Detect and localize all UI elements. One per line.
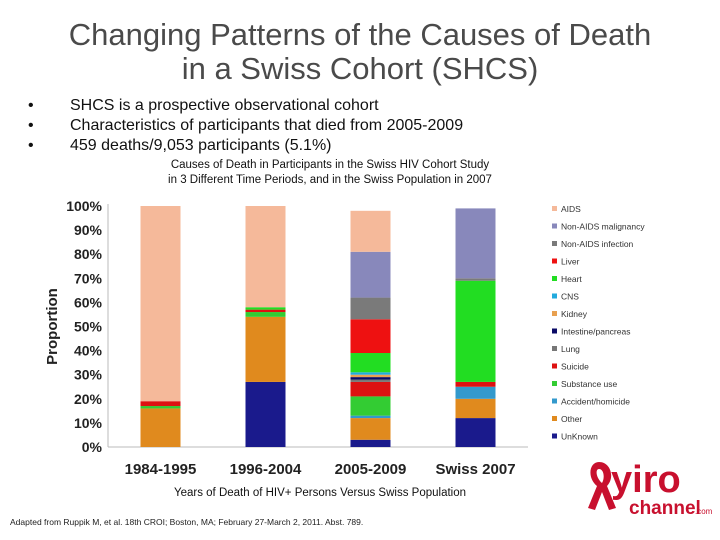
- legend-swatch: [552, 346, 557, 351]
- bar-segment-lung: [350, 379, 391, 382]
- y-tick-label: 100%: [66, 198, 102, 214]
- legend-entry: Substance use: [561, 379, 618, 389]
- bar-segment-cns: [350, 372, 391, 375]
- y-tick-label: 30%: [74, 367, 103, 383]
- logo-text-main: yiro: [611, 459, 681, 501]
- bar-segment-non-aids-malignancy: [350, 251, 391, 298]
- legend-entry: Suicide: [561, 362, 589, 372]
- legend-entry: CNS: [561, 292, 579, 302]
- y-tick-label: 70%: [74, 270, 103, 286]
- y-tick-label: 80%: [74, 246, 103, 262]
- logo-text-suffix: .com: [695, 507, 713, 516]
- legend-swatch: [552, 258, 557, 264]
- bar-segment-unknown: [350, 439, 391, 447]
- y-tick-label: 40%: [74, 343, 103, 359]
- bar-segment-other: [455, 398, 496, 419]
- bar-segment-unknown: [245, 381, 286, 447]
- legend-swatch: [552, 293, 557, 299]
- legend-entry: Other: [561, 414, 582, 424]
- bar-segment-kidney: [350, 374, 391, 378]
- legend-swatch: [552, 416, 557, 421]
- y-tick-label: 50%: [74, 319, 103, 335]
- legend-entry: Heart: [561, 274, 582, 284]
- legend-entry: Non-AIDS infection: [561, 239, 634, 249]
- legend-swatch: [552, 328, 557, 334]
- slide-title-line-2: in a Swiss Cohort (SHCS): [181, 51, 539, 86]
- legend-swatch: [552, 311, 557, 316]
- x-axis-title: Years of Death of HIV+ Persons Versus Sw…: [174, 487, 466, 499]
- bar-segment-other: [350, 418, 391, 440]
- bar-segment-suicide: [455, 381, 496, 387]
- y-axis-title: Proportion: [44, 288, 61, 365]
- bar-segment-heart: [455, 280, 496, 382]
- bar-segment-other: [245, 316, 286, 382]
- bar-segment-other: [140, 408, 181, 447]
- x-tick-label: 1984-1995: [125, 461, 197, 478]
- slide-title-line-1: Changing Patterns of the Causes of Death: [68, 17, 652, 52]
- bar-segment-unknown: [455, 418, 496, 447]
- y-tick-label: 10%: [74, 415, 103, 431]
- bar-segment-heart: [245, 307, 286, 310]
- y-tick-label: 90%: [74, 222, 103, 238]
- bar-segment-liver: [350, 319, 391, 354]
- legend-entry: Intestine/pancreas: [561, 327, 630, 337]
- legend-swatch: [552, 381, 557, 386]
- bar-segment-non-aids-malignancy: [455, 208, 496, 279]
- bar-segment-non-aids-infection: [350, 297, 391, 320]
- legend-swatch: [552, 398, 557, 404]
- legend-entry: Kidney: [561, 309, 588, 319]
- chart-title-line-1: Causes of Death in Participants in the S…: [170, 159, 490, 171]
- y-tick-label: 0%: [82, 439, 103, 455]
- bullet-item: SHCS is a prospective observational coho…: [28, 96, 463, 116]
- legend-swatch: [552, 241, 557, 246]
- legend-entry: Accident/homicide: [561, 397, 630, 407]
- legend-swatch: [552, 206, 557, 211]
- yiro-channel-logo: yiro channel .com: [588, 459, 713, 519]
- legend-swatch: [552, 223, 557, 229]
- chart-title-line-2: in 3 Different Time Periods, and in the …: [168, 174, 492, 186]
- bar-segment-accident-homicide: [455, 386, 496, 399]
- legend-entry: UnKnown: [561, 432, 598, 442]
- legend-entry: Lung: [561, 344, 580, 354]
- bar-segment-non-aids-infection: [455, 278, 496, 281]
- bullet-list: SHCS is a prospective observational coho…: [28, 96, 463, 156]
- bar-segment-suicide: [350, 381, 391, 397]
- bar-segment-substance-use: [140, 406, 181, 409]
- bar-segment-accident-homicide: [350, 415, 391, 419]
- bar-segment-suicide: [245, 309, 286, 313]
- legend-entry: AIDS: [561, 204, 581, 214]
- bar-segment-substance-use: [350, 396, 391, 416]
- y-tick-label: 20%: [74, 391, 103, 407]
- y-tick-label: 60%: [74, 294, 103, 310]
- legend-swatch: [552, 363, 557, 369]
- legend-swatch: [552, 276, 557, 281]
- bar-segment-aids: [245, 206, 286, 308]
- legend-entry: Liver: [561, 257, 580, 267]
- x-tick-label: 1996-2004: [230, 461, 302, 478]
- logo-text-sub: channel: [629, 498, 701, 519]
- citation-footnote: Adapted from Ruppik M, et al. 18th CROI;…: [10, 517, 364, 527]
- legend-swatch: [552, 433, 557, 439]
- bar-segment-aids: [140, 206, 181, 402]
- bar-segment-suicide: [140, 401, 181, 407]
- bullet-item: Characteristics of participants that die…: [28, 116, 463, 136]
- bar-segment-substance-use: [245, 312, 286, 317]
- logo-ribbon-icon: [588, 462, 616, 510]
- legend-entry: Non-AIDS malignancy: [561, 222, 645, 232]
- x-tick-label: 2005-2009: [335, 461, 407, 478]
- bar-segment-intestine-pancreas: [350, 377, 391, 380]
- x-tick-label: Swiss 2007: [435, 461, 515, 478]
- chart-title: Causes of Death in Participants in the S…: [140, 158, 520, 188]
- bar-segment-heart: [350, 353, 391, 373]
- bullet-item: 459 deaths/9,053 participants (5.1%): [28, 136, 463, 156]
- slide-title: Changing Patterns of the Causes of Death…: [0, 18, 720, 86]
- bar-segment-aids: [350, 210, 391, 252]
